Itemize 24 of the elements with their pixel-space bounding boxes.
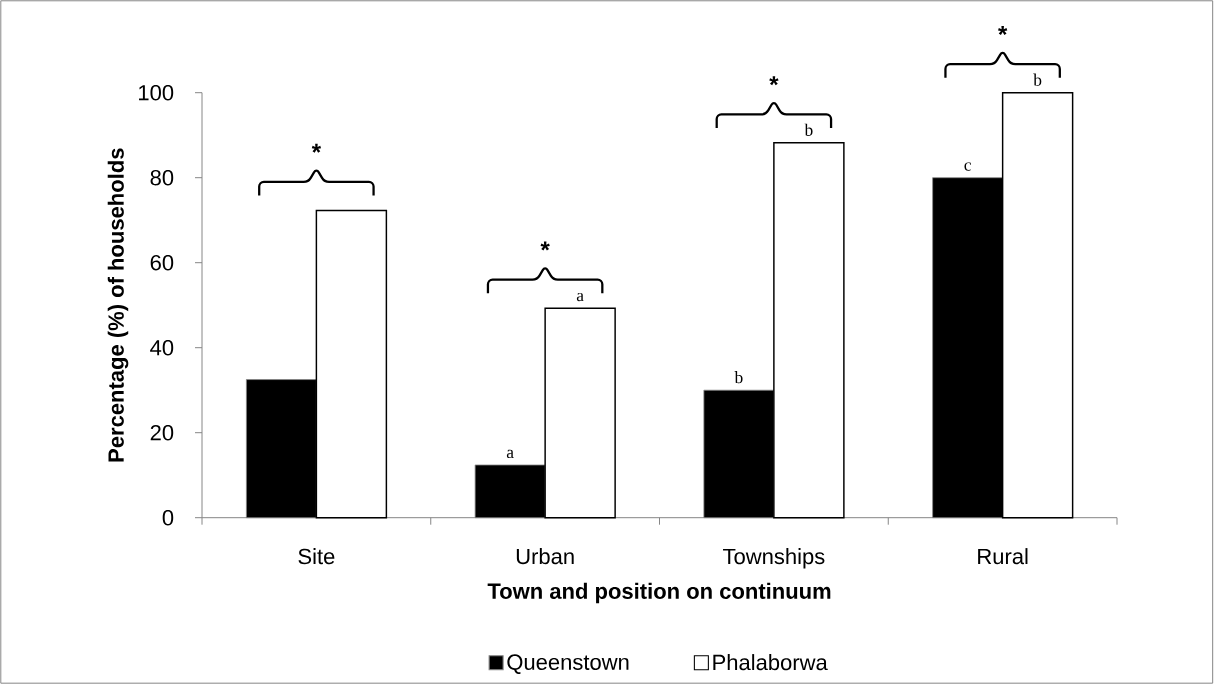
x-tick-label: Rural [978,548,1028,565]
data-label: b [1033,73,1042,86]
y-tick-label: 0 [162,509,174,526]
legend-label: Queenstown [507,654,629,674]
annotation: * [540,241,550,251]
y-tick-label: 60 [150,254,174,271]
y-tick-label: 20 [150,424,174,441]
y-tick-label: 40 [150,339,174,356]
data-label: c [964,162,971,171]
y-tick-label: 100 [139,84,174,101]
x-tick-label: Urban [516,548,574,565]
annotation: * [311,143,322,153]
data-label: a [576,292,584,302]
y-axis-title: Percentage (%) of households [107,148,129,462]
data-label: b [804,123,813,136]
data-label: b [734,371,743,384]
x-axis-title: Town and position on continuum [487,582,831,604]
x-tick-label: Townships [723,548,825,569]
y-tick-label: 80 [150,169,174,186]
text: * [998,26,1008,36]
legend-label: Phalaborwa [713,654,828,671]
data-label: a [506,449,514,459]
x-tick-label: Site [298,548,335,565]
text: * [769,76,779,86]
